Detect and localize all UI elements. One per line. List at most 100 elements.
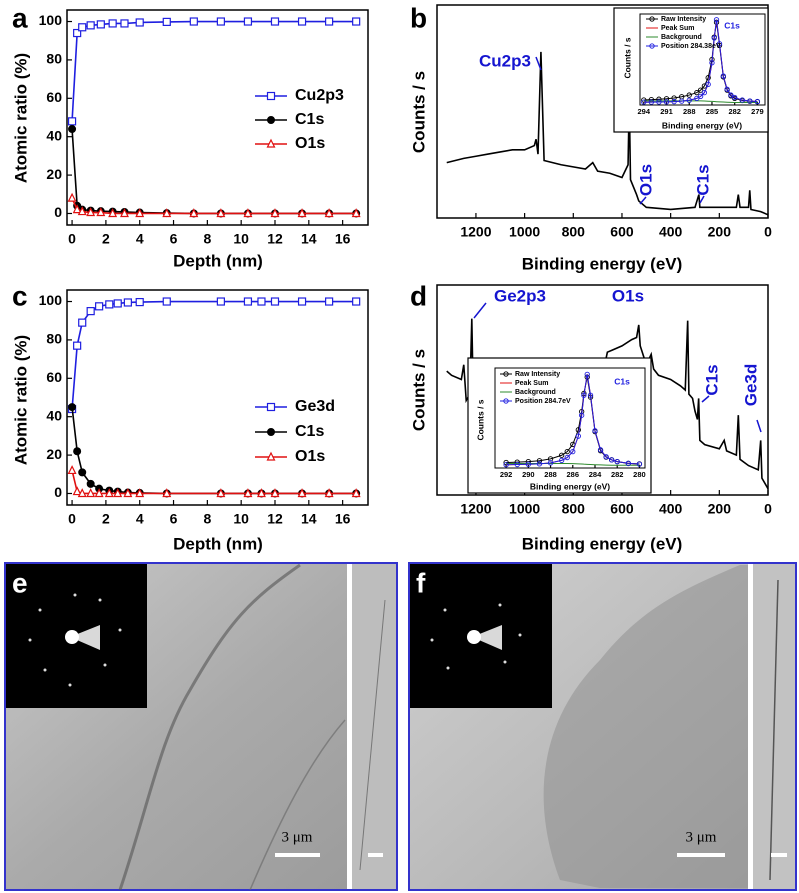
marker xyxy=(189,17,198,26)
x-tick-label: 0 xyxy=(764,501,772,517)
legend-label: Peak Sum xyxy=(515,380,548,387)
y-tick-label: 60 xyxy=(46,89,62,105)
x-tick-label: 294 xyxy=(638,107,651,116)
annotation-leader xyxy=(639,196,647,205)
marker xyxy=(123,488,133,498)
marker xyxy=(72,204,82,214)
marker xyxy=(570,448,576,455)
marker xyxy=(86,479,95,488)
x-tick-label: 8 xyxy=(203,511,211,527)
marker xyxy=(120,208,129,218)
x-tick-label: 6 xyxy=(170,511,178,527)
marker xyxy=(713,17,720,23)
marker xyxy=(135,18,144,27)
x-tick-label: 10 xyxy=(233,511,249,527)
marker xyxy=(728,92,734,98)
series-line xyxy=(71,20,357,122)
x-tick-label: 12 xyxy=(267,231,283,247)
marker xyxy=(243,208,253,218)
x-tick-label: 292 xyxy=(500,470,513,479)
marker xyxy=(95,302,104,311)
marker xyxy=(351,488,361,498)
x-axis-title: Binding energy (eV) xyxy=(522,534,683,553)
legend-label: Cu2p3 xyxy=(295,87,344,104)
y-tick-label: 80 xyxy=(46,51,62,67)
marker xyxy=(579,412,585,418)
marker xyxy=(162,17,171,27)
marker xyxy=(270,17,280,26)
y-axis-title: Counts / s xyxy=(409,71,428,153)
marker xyxy=(649,16,655,22)
marker xyxy=(78,468,87,477)
y-tick-label: 80 xyxy=(46,331,62,347)
marker xyxy=(216,208,226,218)
marker xyxy=(297,17,307,26)
marker xyxy=(77,206,87,216)
x-tick-label: 2 xyxy=(102,511,110,527)
marker xyxy=(162,297,171,306)
marker xyxy=(297,488,307,498)
panel-letter: d xyxy=(410,280,427,311)
marker xyxy=(68,403,77,412)
marker xyxy=(325,17,334,26)
series-line xyxy=(446,51,769,216)
marker xyxy=(701,89,708,96)
y-axis-title: Counts / s xyxy=(475,399,485,440)
panel-letter: b xyxy=(410,2,427,33)
marker xyxy=(108,19,117,28)
y-axis-title: Atomic ratio (%) xyxy=(11,335,30,465)
x-tick-label: 600 xyxy=(610,224,634,240)
marker xyxy=(216,297,225,306)
x-tick-label: 16 xyxy=(335,231,351,247)
annotation-leader xyxy=(701,395,710,403)
x-tick-label: 8 xyxy=(203,231,211,247)
marker xyxy=(270,297,280,306)
series-line xyxy=(71,300,357,410)
marker xyxy=(686,92,692,98)
marker xyxy=(679,98,685,104)
marker xyxy=(732,94,738,101)
x-tick-label: 600 xyxy=(610,501,634,517)
marker xyxy=(266,451,276,461)
plot-frame xyxy=(494,367,646,469)
marker xyxy=(67,465,77,475)
marker xyxy=(162,488,172,498)
marker xyxy=(86,307,95,316)
x-tick-label: 200 xyxy=(708,501,732,517)
x-tick-label: 1000 xyxy=(509,224,540,240)
marker xyxy=(243,17,253,26)
y-tick-label: 20 xyxy=(46,446,62,462)
marker xyxy=(120,19,129,28)
marker xyxy=(105,300,114,309)
marker xyxy=(739,97,745,103)
marker xyxy=(724,86,730,92)
panel-letter: a xyxy=(12,2,28,33)
marker xyxy=(625,460,631,466)
marker xyxy=(559,457,565,464)
x-axis-title: Depth (nm) xyxy=(173,251,263,270)
marker xyxy=(694,89,700,96)
marker xyxy=(108,208,118,218)
marker xyxy=(267,116,275,124)
x-tick-label: 12 xyxy=(267,511,283,527)
marker xyxy=(104,488,114,498)
inset-frame xyxy=(467,357,652,494)
marker xyxy=(324,208,334,218)
marker xyxy=(73,341,82,350)
marker xyxy=(536,458,543,464)
annotation: O1s xyxy=(636,164,655,196)
x-tick-label: 290 xyxy=(522,470,535,479)
x-tick-label: 4 xyxy=(136,511,144,527)
y-axis-title: Atomic ratio (%) xyxy=(11,53,30,183)
y-axis-title: Counts / s xyxy=(409,349,428,431)
series-line xyxy=(71,197,357,215)
plot-frame xyxy=(66,289,369,506)
x-tick-label: 4 xyxy=(136,231,144,247)
x-tick-label: 282 xyxy=(611,470,624,479)
x-tick-label: 288 xyxy=(544,470,557,479)
marker xyxy=(547,456,554,462)
x-tick-label: 1000 xyxy=(509,501,540,517)
marker xyxy=(72,486,82,496)
marker xyxy=(135,488,145,498)
marker xyxy=(123,298,132,307)
